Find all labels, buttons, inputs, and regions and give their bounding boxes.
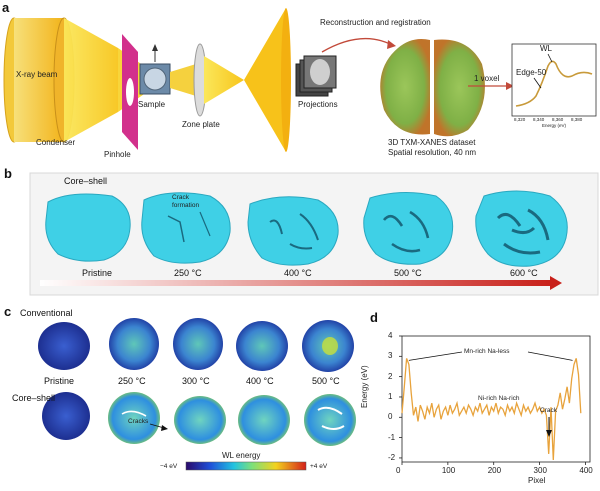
core-shell-wl-particles [42, 392, 356, 446]
c-label-1: 250 °C [118, 376, 146, 386]
x-tick-label: 200 [487, 466, 502, 475]
b-label-3: 500 °C [394, 268, 422, 278]
core-shell-particles [45, 190, 568, 267]
conventional-label: Conventional [20, 308, 73, 318]
sample-label: Sample [138, 100, 166, 109]
d-annot-crack: Crack [540, 407, 557, 414]
x-tick-label: 100 [441, 466, 456, 475]
d-annot-mn: Mn-rich Na-less [464, 348, 510, 355]
edge50-label: Edge-50 [516, 68, 547, 77]
b-label-2: 400 °C [284, 268, 312, 278]
y-tick-label: 2 [388, 371, 393, 381]
condenser-label: Condenser [36, 138, 76, 147]
zone-plate-label: Zone plate [182, 120, 220, 129]
wl-label: WL [540, 44, 552, 53]
annot-arrow-left [408, 351, 463, 361]
b-label-4: 600 °C [510, 268, 538, 278]
c-label-4: 500 °C [312, 376, 340, 386]
x-tick-label: 300 [533, 466, 547, 475]
temperature-arrow [40, 280, 552, 286]
colorbar-max: +4 eV [310, 463, 328, 470]
y-tick-label: -2 [388, 452, 396, 462]
dataset-label: 3D TXM-XANES dataset [388, 138, 476, 147]
cracks-label: Cracks [128, 418, 149, 425]
b-label-1: 250 °C [174, 268, 202, 278]
crack-arrowhead [546, 430, 552, 437]
xanes-inset [511, 43, 597, 117]
x-tick-label: 400 [579, 466, 593, 475]
y-tick-label: 4 [388, 331, 393, 340]
d-annot-ni: Ni-rich Na-rich [478, 395, 520, 402]
panel-letter-b: b [4, 166, 12, 181]
annot-arrow-right [527, 351, 573, 361]
series-line [401, 358, 582, 461]
y-tick-label: 1 [388, 391, 393, 401]
inset-tick-3: 8,380 [571, 117, 583, 122]
pinhole-label: Pinhole [104, 150, 131, 159]
xray-beam-label: X-ray beam [16, 70, 58, 79]
panel-letter-d: d [370, 310, 378, 325]
d-ylabel: Energy (eV) [360, 365, 369, 408]
y-tick-label: 3 [388, 351, 393, 361]
b-label-0: Pristine [82, 268, 113, 278]
panel-letter-c: c [4, 304, 12, 319]
txm-xanes-volume [380, 39, 485, 137]
core-shell-label-b: Core–shell [64, 176, 108, 186]
panel-letter-a: a [2, 0, 10, 15]
y-tick-label: 0 [388, 412, 393, 422]
y-tick-label: -1 [388, 432, 396, 442]
resolution-label: Spatial resolution, 40 nm [388, 148, 477, 157]
conventional-particles [38, 318, 354, 372]
plot-frame [401, 335, 591, 463]
inset-xlabel: Energy (eV) [542, 123, 567, 128]
reconstruction-label: Reconstruction and registration [320, 18, 431, 27]
c-label-2: 300 °C [182, 376, 210, 386]
projection-stack [295, 55, 337, 97]
colorbar-min: −4 eV [160, 463, 178, 470]
inset-tick-0: 8,320 [514, 117, 526, 122]
optics-schematic [3, 8, 291, 152]
crack-formation-label: Crack formation [172, 194, 200, 209]
projections-label: Projections [298, 100, 338, 109]
c-label-3: 400 °C [246, 376, 274, 386]
c-label-0: Pristine [44, 376, 75, 386]
core-shell-label-c: Core–shell [12, 393, 56, 403]
voxel-label: 1 voxel [474, 74, 500, 83]
d-xlabel: Pixel [528, 476, 546, 485]
inset-tick-1: 8,340 [533, 117, 545, 122]
colorbar-title: WL energy [222, 451, 261, 460]
energy-profile-chart [399, 335, 591, 465]
x-tick-label: 0 [396, 466, 401, 475]
inset-tick-2: 8,360 [552, 117, 564, 122]
colorbar [185, 461, 307, 471]
